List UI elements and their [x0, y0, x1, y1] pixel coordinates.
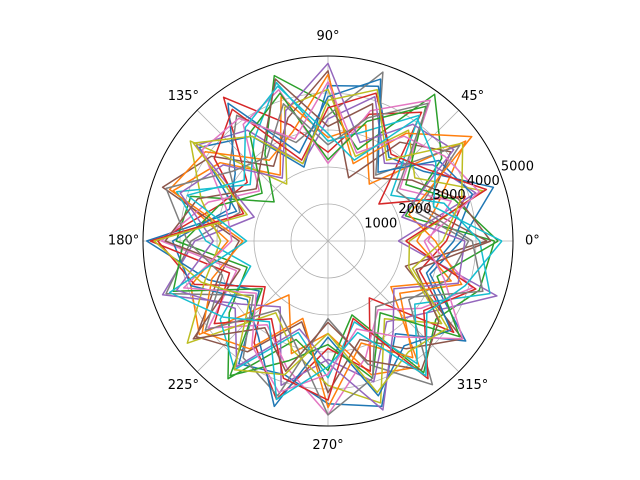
theta-gridline-3 — [196, 109, 329, 242]
series-line-17 — [165, 102, 484, 416]
r-tick-label-3: 4000 — [467, 174, 500, 189]
theta-tick-label-5: 225° — [168, 378, 199, 393]
series-line-18 — [153, 88, 464, 394]
series-line-10 — [171, 78, 474, 408]
theta-tick-label-6: 270° — [312, 438, 343, 453]
theta-tick-label-7: 315° — [457, 378, 488, 393]
r-tick-label-1: 2000 — [398, 202, 431, 217]
theta-tick-label-3: 135° — [168, 89, 199, 104]
theta-gridline-1 — [327, 109, 460, 242]
theta-tick-label-0: 0° — [525, 234, 540, 249]
series-line-8 — [186, 88, 484, 404]
series-line-9 — [175, 81, 491, 379]
series-line-15 — [164, 78, 492, 372]
series-line-19 — [168, 85, 503, 401]
r-tick-label-2: 3000 — [433, 188, 466, 203]
series-line-16 — [182, 81, 481, 394]
r-tick-label-0: 1000 — [364, 216, 397, 231]
series-line-6 — [160, 88, 474, 416]
tick-labels: 0° 45° 90° 135° 180° 225° 270° 315° 100020003000… — [108, 29, 540, 453]
polar-frame — [142, 55, 514, 427]
theta-tick-label-4: 180° — [108, 234, 139, 249]
theta-tick-label-2: 90° — [316, 29, 339, 44]
series-line-12 — [172, 92, 499, 379]
r-tick-label-4: 5000 — [501, 160, 534, 175]
theta-tick-label-1: 45° — [461, 89, 484, 104]
series-lines — [145, 62, 503, 416]
polar-outer-frame — [142, 55, 514, 427]
series-line-14 — [175, 62, 466, 411]
series-line-3 — [157, 96, 466, 401]
